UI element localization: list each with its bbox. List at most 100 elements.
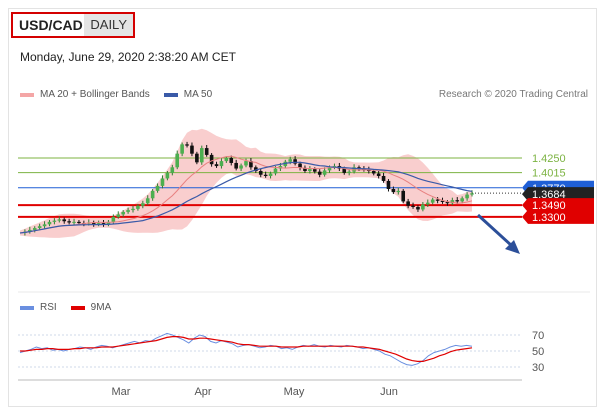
candle-body xyxy=(160,178,165,186)
candle-body xyxy=(155,185,160,191)
candle-body xyxy=(209,154,214,165)
candle-body xyxy=(327,167,332,171)
candle-body xyxy=(406,201,410,206)
candle-body xyxy=(214,164,219,167)
candle-body xyxy=(141,203,145,206)
candle-body xyxy=(219,161,224,167)
candle-body xyxy=(416,206,420,210)
projection-arrowhead-icon xyxy=(505,240,520,254)
candle-body xyxy=(312,169,317,172)
candle-body xyxy=(425,202,430,205)
instrument-symbol: USD/CAD xyxy=(19,17,83,33)
candle-body xyxy=(303,167,307,172)
candle-body xyxy=(204,148,209,155)
candle-body xyxy=(52,220,57,222)
candle-body xyxy=(396,190,401,193)
candle-body xyxy=(376,173,381,176)
candle-body xyxy=(249,161,253,168)
candle-body xyxy=(170,167,175,173)
candle-body xyxy=(435,199,440,201)
candle-body xyxy=(391,189,396,193)
candle-body xyxy=(195,153,199,163)
legend-ma9: 9MA xyxy=(90,302,112,313)
candle-body xyxy=(77,221,81,224)
candle-body xyxy=(145,198,150,204)
candle-body xyxy=(180,144,184,154)
ma50-swatch-icon xyxy=(163,92,178,97)
candle-body xyxy=(165,172,170,179)
instrument-header[interactable]: USD/CAD DAILY xyxy=(11,12,135,38)
candle-body xyxy=(57,219,62,221)
timestamp: Monday, June 29, 2020 2:38:20 AM CET xyxy=(20,50,236,64)
candle-body xyxy=(470,193,474,195)
level-label-1.4015: 1.4015 xyxy=(532,168,566,180)
ma20-line xyxy=(19,155,473,234)
candle-body xyxy=(258,171,263,175)
candle-body xyxy=(175,153,180,168)
candle-body xyxy=(234,162,238,169)
candle-body xyxy=(465,194,469,199)
level-tag-1.3300 xyxy=(522,209,594,224)
level-tag-1.3490 xyxy=(522,198,594,213)
candle-body xyxy=(106,221,111,225)
candle-body xyxy=(386,180,391,189)
candle-body xyxy=(254,167,258,172)
candle-body xyxy=(411,205,415,207)
chart-panel xyxy=(8,8,597,407)
candle-body xyxy=(136,205,140,209)
rsi-swatch-icon xyxy=(20,305,34,310)
rsi-level-label-30: 30 xyxy=(532,362,544,374)
x-tick-jun: Jun xyxy=(380,386,398,398)
timeframe-badge[interactable]: DAILY xyxy=(84,14,133,36)
x-tick-mar: Mar xyxy=(112,386,131,398)
credit-text: Research © 2020 Trading Central xyxy=(438,89,588,100)
candle-body xyxy=(455,200,460,202)
candle-body xyxy=(229,158,234,163)
level-label-1.4250: 1.4250 xyxy=(532,153,566,165)
candle-body xyxy=(381,175,386,181)
candle-body xyxy=(263,174,268,176)
legend-rsi: RSI xyxy=(40,302,57,313)
candle-body xyxy=(460,198,464,202)
candle-body xyxy=(293,159,297,164)
level-label-1.3684: 1.3684 xyxy=(532,189,566,201)
candle-body xyxy=(440,200,445,203)
x-tick-apr: Apr xyxy=(194,386,211,398)
candle-body xyxy=(37,226,42,229)
rsi-legend: RSI 9MA xyxy=(20,302,111,313)
level-label-1.3490: 1.3490 xyxy=(532,200,566,212)
level-tag-1.3684 xyxy=(522,187,594,202)
candle-body xyxy=(47,221,52,225)
level-label-1.3300: 1.3300 xyxy=(532,212,566,224)
candle-body xyxy=(32,228,37,230)
candle-body xyxy=(28,229,32,232)
candle-body xyxy=(347,171,351,173)
candle-body xyxy=(190,145,194,154)
candle-body xyxy=(185,144,189,146)
candle-body xyxy=(317,171,322,175)
candle-body xyxy=(308,169,312,172)
candle-body xyxy=(91,222,96,225)
rsi-9ma-line xyxy=(20,336,473,362)
candle-body xyxy=(357,167,361,169)
rsi-level-label-70: 70 xyxy=(532,330,544,342)
candle-body xyxy=(72,221,76,223)
projection-arrow xyxy=(476,213,514,248)
rsi-level-label-50: 50 xyxy=(532,346,544,358)
main-legend: MA 20 + Bollinger Bands MA 50 xyxy=(20,89,212,100)
ma50-line xyxy=(19,161,473,234)
rsi-line xyxy=(19,332,473,366)
candle-body xyxy=(116,214,121,217)
candle-body xyxy=(430,199,435,203)
candle-body xyxy=(224,158,229,162)
legend-ma50: MA 50 xyxy=(183,89,213,100)
candle-body xyxy=(131,208,135,211)
candle-body xyxy=(96,223,101,225)
legend-ma20-bb: MA 20 + Bollinger Bands xyxy=(40,89,150,100)
candle-body xyxy=(42,224,47,227)
candle-body xyxy=(288,159,293,162)
ma9-swatch-icon xyxy=(70,305,85,310)
candle-body xyxy=(150,190,155,199)
candle-body xyxy=(239,165,243,169)
